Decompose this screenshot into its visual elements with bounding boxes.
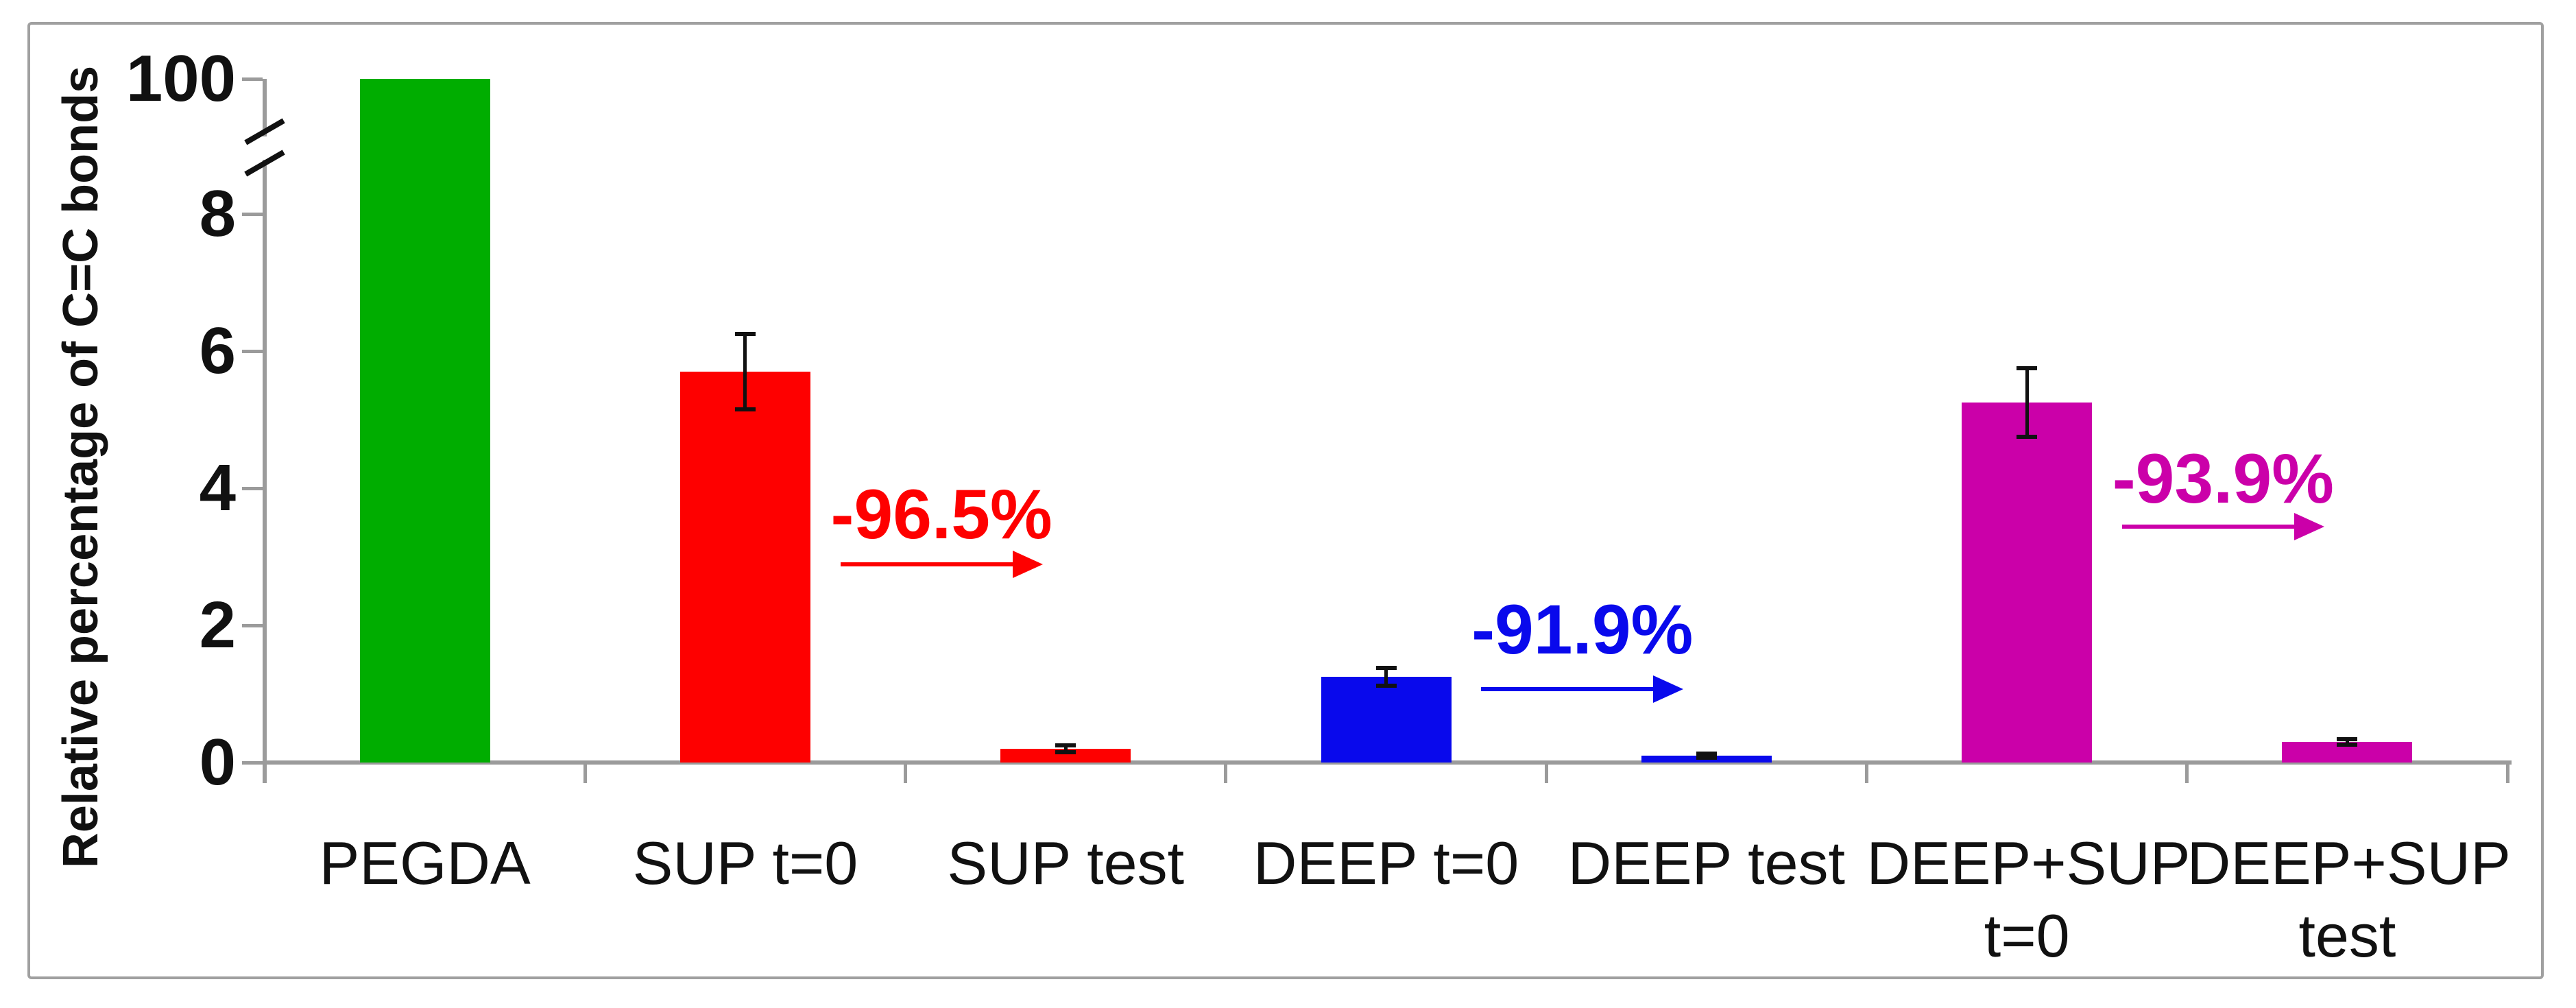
x-axis-tick [1865,763,1868,783]
y-tick-label: 6 [199,314,236,387]
error-bar-line [2345,739,2349,745]
annotation-text: -91.9% [1471,590,1694,669]
x-category-label-line: SUP test [947,829,1185,897]
error-bar-cap-bottom [2017,435,2038,439]
y-axis-tick [242,349,263,353]
x-category-label: SUP test [906,827,1226,900]
annotation-arrow-head-icon [2294,513,2324,540]
error-bar-cap-bottom [1055,750,1076,754]
y-axis-tick [242,486,263,490]
y-axis-tick [242,77,263,81]
y-axis-line-lower [263,160,267,783]
error-bar-cap-bottom [2337,743,2358,747]
x-axis-line [263,760,2512,765]
x-category-label: DEEP+SUP test [2187,827,2511,972]
error-bar-cap-bottom [1696,756,1717,760]
error-bar-cap-bottom [734,407,756,411]
error-bar-cap-top [1696,752,1717,756]
annotation-arrow-line [2121,525,2297,529]
x-category-label: SUP t=0 [585,827,905,900]
y-axis-line-upper [263,79,267,136]
error-bar-cap-top [734,332,756,336]
annotation-text: -96.5% [830,475,1052,553]
annotation-arrow-head-icon [1012,551,1043,578]
y-axis-tick [242,623,263,627]
annotation-text: -93.9% [2112,440,2334,518]
x-category-label: PEGDA [265,827,585,900]
y-tick-label: 4 [199,451,236,525]
x-category-label: DEEP+SUP t=0 [1866,827,2191,972]
error-bar-line [2025,368,2029,437]
x-category-label-line: SUP t=0 [632,829,858,897]
error-bar-line [743,334,747,409]
x-axis-tick [583,763,587,783]
y-tick-label: 8 [199,177,236,250]
annotation-arrow-line [840,562,1015,566]
bar-sup-t-0 [679,372,810,763]
error-bar-cap-top [2017,366,2038,370]
error-bar-cap-top [1375,666,1397,670]
y-tick-label: 0 [199,725,236,799]
error-bar-cap-bottom [1375,684,1397,688]
y-tick-label: 2 [199,588,236,662]
x-category-label-line: test [2298,902,2396,970]
x-axis-tick [2505,763,2509,783]
error-bar-cap-top [1055,743,1076,747]
x-category-label-line: PEGDA [319,829,531,897]
bar-deep+sup-t-0 [1962,403,2093,763]
error-bar-line [1384,668,1388,686]
error-bar-cap-top [2337,737,2358,741]
x-axis-tick [2185,763,2189,783]
x-category-label-line: DEEP+SUP [2187,829,2511,897]
y-tick-label: 100 [125,42,236,115]
x-axis-tick [1544,763,1548,783]
bar-pegda [359,79,490,763]
bar-deep-t-0 [1321,677,1452,763]
annotation-arrow-head-icon [1653,675,1684,703]
x-category-label-line: DEEP test [1567,829,1845,897]
x-category-label-line: DEEP t=0 [1253,829,1519,897]
bar-sup-test [1000,749,1131,763]
error-bar-line [1063,745,1068,752]
y-axis-tick [242,760,263,765]
x-category-label: DEEP test [1546,827,1866,900]
y-axis-tick [242,212,263,216]
x-category-label: DEEP t=0 [1226,827,1546,900]
x-axis-tick [1224,763,1228,783]
x-category-label-line: t=0 [1984,902,2070,970]
x-axis-tick [904,763,908,783]
x-category-label-line: DEEP+SUP [1866,829,2191,897]
annotation-arrow-line [1481,687,1657,691]
